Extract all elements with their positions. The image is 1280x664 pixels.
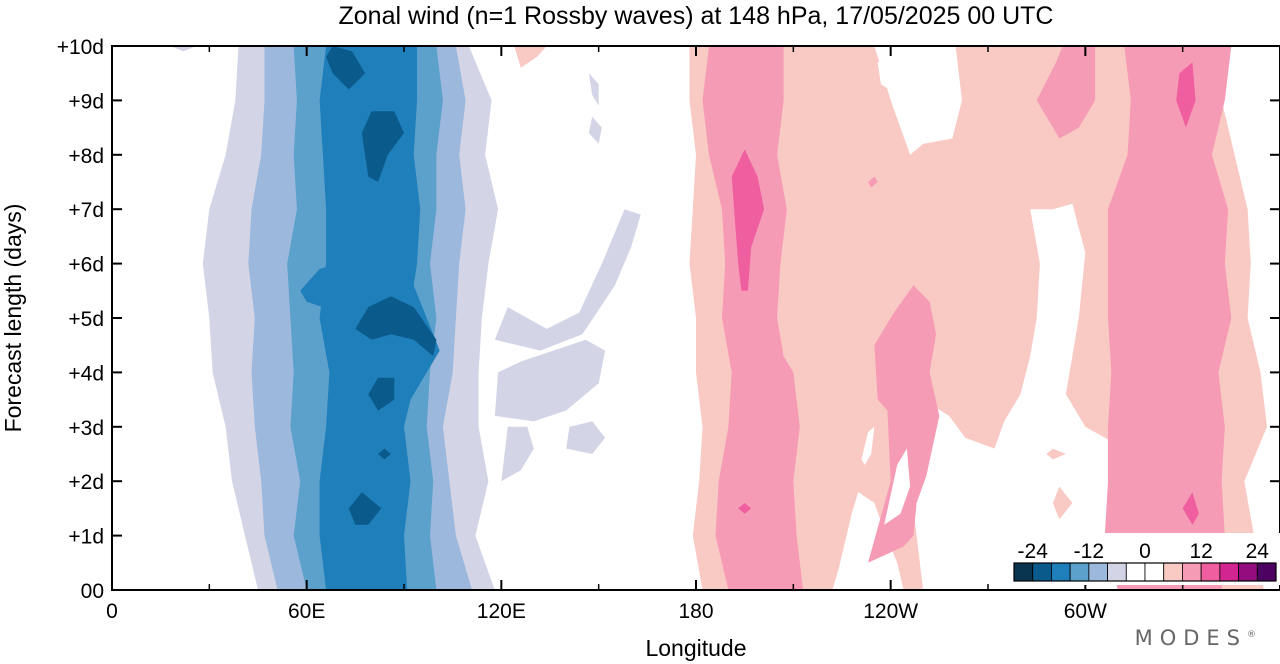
contour-region-neg8-3 — [501, 426, 534, 482]
y-axis-label: Forecast length (days) — [0, 204, 26, 433]
x-axis-label: Longitude — [645, 635, 746, 661]
y-tick-label: +10d — [57, 36, 104, 59]
y-tick-label: +8d — [68, 145, 104, 168]
colorbar-label: -12 — [1074, 540, 1104, 563]
contour-region-neg24-12 — [326, 46, 366, 90]
x-tick-label: 0 — [106, 600, 118, 623]
contour-region-pos8-29 — [884, 448, 911, 525]
contour-region-pos8-23 — [702, 46, 804, 590]
colorbar-bin-8 — [1163, 562, 1183, 582]
colorbar-legend: -24 -12 0 12 24 — [1010, 533, 1280, 585]
y-tick-label: +5d — [68, 308, 104, 331]
colorbar-bin-10 — [1200, 562, 1221, 582]
x-tick-label: 180 — [678, 600, 713, 623]
x-tick-label: 120W — [863, 600, 918, 623]
colorbar-bin-2 — [1051, 562, 1071, 582]
colorbar-bin-0 — [1013, 562, 1034, 582]
colorbar-bin-12 — [1238, 562, 1258, 582]
colorbar-bin-11 — [1219, 562, 1239, 582]
contour-region-neg24-17 — [348, 492, 382, 525]
colorbar-label: 0 — [1139, 540, 1151, 563]
contour-region-neg24-16 — [378, 448, 391, 460]
colorbar-bin-6 — [1125, 562, 1146, 582]
colorbar-label: 12 — [1189, 540, 1212, 563]
contour-region-neg8-7 — [588, 116, 602, 144]
colorbar-bin-13 — [1256, 562, 1277, 582]
contour-region-neg8-4 — [566, 421, 606, 454]
colorbar-bin-9 — [1182, 562, 1202, 582]
contour-region-neg20-11 — [300, 263, 356, 308]
contour-regions — [170, 46, 1267, 590]
modes-logo: MODES® — [1134, 626, 1256, 650]
contour-region-pos8-25 — [1104, 46, 1232, 590]
colorbar-bin-1 — [1032, 562, 1052, 582]
y-tick-label: +2d — [68, 471, 104, 494]
x-tick-label: 60E — [288, 600, 325, 623]
contour-region-pos12-32 — [1182, 492, 1199, 525]
contour-region-pos4-22 — [877, 56, 917, 95]
contour-region-neg24-15 — [368, 377, 395, 411]
contour-region-pos8-26 — [1036, 46, 1096, 139]
contour-region-pos12-30 — [731, 149, 765, 291]
contour-region-pos12-31 — [738, 503, 752, 514]
colorbar-bin-5 — [1107, 562, 1127, 582]
y-tick-label: +4d — [68, 362, 104, 385]
x-tick-label: 120E — [477, 600, 526, 623]
x-tick-label: 60W — [1064, 600, 1107, 623]
contour-region-pos4-21 — [1052, 486, 1073, 520]
y-tick-label: +9d — [68, 90, 104, 113]
contour-region-pos12-33 — [1176, 62, 1196, 128]
contour-region-pos8-24 — [868, 285, 940, 563]
x-axis: 0 60E 120E 180 120W 60W — [106, 46, 1184, 623]
colorbar-bin-3 — [1069, 562, 1090, 582]
contour-region-neg8-2 — [494, 339, 606, 422]
y-tick-label: 00 — [81, 580, 104, 603]
colorbar-bin-4 — [1088, 562, 1108, 582]
y-tick-label: +1d — [68, 526, 104, 549]
y-tick-label: +7d — [68, 199, 104, 222]
contour-region-neg8-6 — [588, 73, 599, 106]
colorbar-label: -24 — [1018, 540, 1049, 563]
colorbar-frame — [1013, 562, 1277, 582]
contour-region-neg8-5 — [170, 46, 197, 52]
contour-region-neg24-13 — [361, 111, 404, 182]
y-tick-label: +3d — [68, 417, 104, 440]
contour-region-neg8-1 — [494, 209, 641, 351]
colorbar-bin-7 — [1144, 562, 1165, 582]
contour-region-pos4-19 — [514, 46, 547, 68]
contour-region-pos4-20 — [1046, 448, 1066, 460]
contour-region-pos8-28 — [861, 426, 875, 465]
contour-region-pos8-27 — [868, 176, 878, 188]
colorbar-label: 24 — [1246, 540, 1270, 563]
y-axis: 00 +1d +2d +3d +4d +5d +6d +7d +8d +9d +10d — [57, 36, 1280, 603]
chart-title: Zonal wind (n=1 Rossby waves) at 148 hPa… — [339, 2, 1054, 30]
contour-region-neg24-14 — [355, 296, 437, 357]
y-tick-label: +6d — [68, 254, 104, 277]
